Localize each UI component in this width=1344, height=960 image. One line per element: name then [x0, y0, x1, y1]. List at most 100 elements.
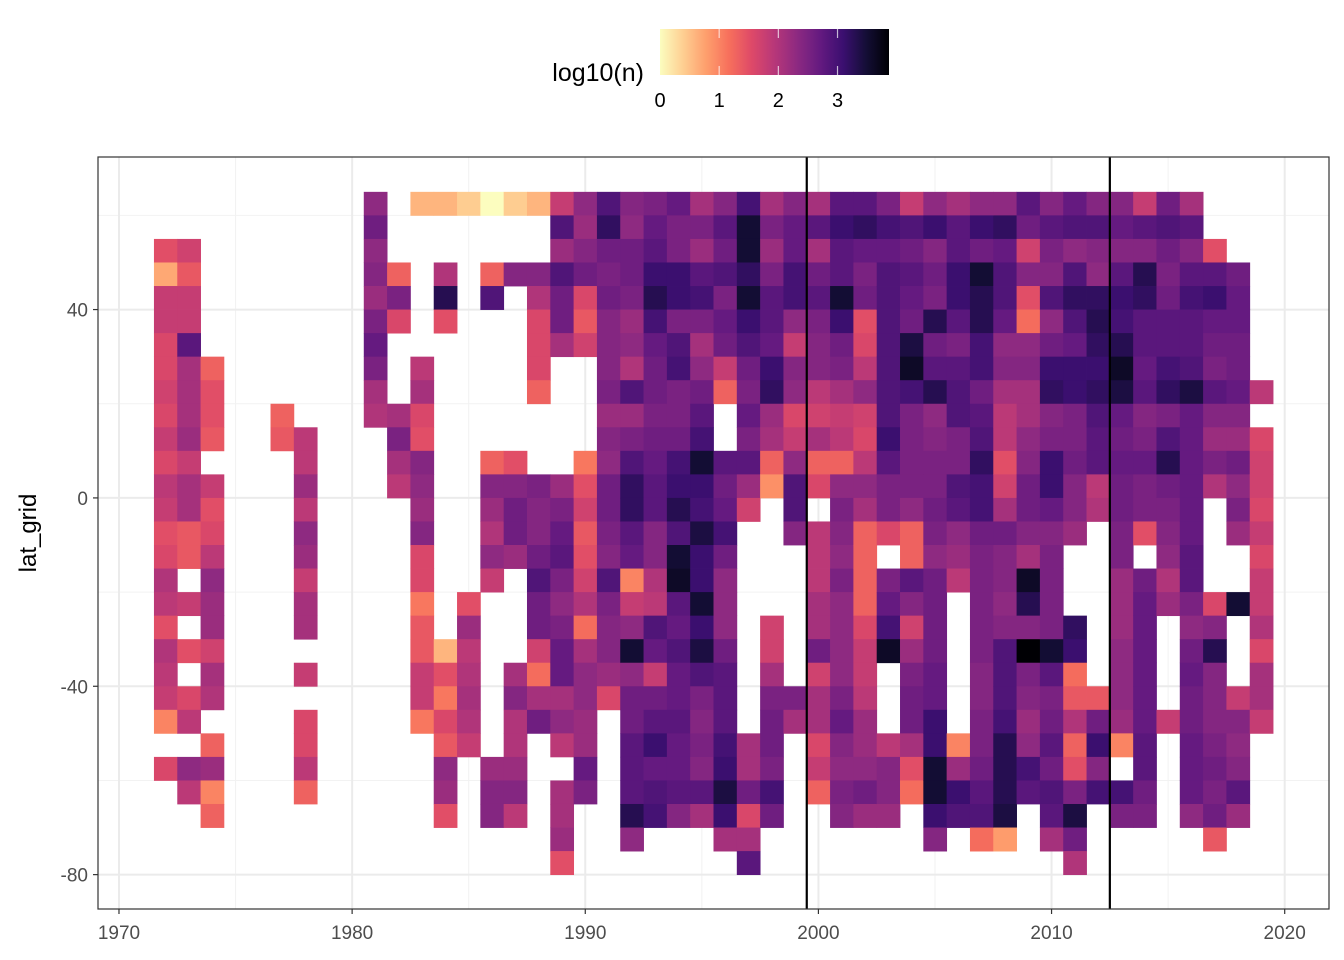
heatmap-cell	[200, 756, 225, 781]
heatmap-cell	[900, 545, 924, 569]
heatmap-cell	[1249, 474, 1274, 499]
heatmap-cell	[713, 309, 738, 334]
heatmap-cell	[573, 450, 598, 475]
heatmap-cell	[830, 568, 854, 593]
heatmap-cell	[1203, 262, 1227, 287]
heatmap-cell	[690, 356, 714, 381]
heatmap-cell	[1249, 427, 1274, 452]
heatmap-cell	[550, 191, 575, 216]
heatmap-cell	[1109, 568, 1134, 593]
heatmap-cell	[1063, 380, 1087, 405]
heatmap-cell	[853, 309, 878, 334]
heatmap-cell	[200, 780, 225, 805]
heatmap-cell	[480, 521, 505, 546]
heatmap-cell	[410, 615, 435, 640]
heatmap-cell	[1133, 450, 1157, 475]
heatmap-cell	[480, 756, 505, 781]
heatmap-cell	[666, 615, 691, 640]
heatmap-cell	[1063, 474, 1087, 499]
heatmap-cell	[526, 333, 551, 358]
heatmap-cell	[293, 592, 318, 617]
heatmap-cell	[969, 639, 994, 664]
heatmap-cell	[760, 615, 784, 640]
heatmap-cell	[620, 568, 644, 593]
heatmap-cell	[1016, 191, 1041, 216]
heatmap-cell	[830, 803, 854, 828]
heatmap-cell	[1133, 780, 1157, 805]
heatmap-cell	[690, 427, 714, 452]
heatmap-cell	[900, 286, 924, 310]
heatmap-cell	[620, 662, 644, 687]
heatmap-cell	[620, 592, 644, 617]
heatmap-cell	[1179, 191, 1204, 216]
heatmap-cell	[923, 215, 948, 240]
heatmap-cell	[760, 286, 784, 310]
heatmap-cell	[1086, 286, 1111, 310]
heatmap-cell	[153, 403, 178, 428]
heatmap-cell	[806, 686, 831, 711]
heatmap-cell	[643, 780, 668, 805]
heatmap-cell	[1179, 286, 1204, 310]
heatmap-cell	[526, 709, 551, 734]
heatmap-cell	[690, 309, 714, 334]
heatmap-cell	[643, 803, 668, 828]
heatmap-cell	[1063, 215, 1087, 240]
heatmap-cell	[900, 356, 924, 381]
heatmap-cell	[503, 262, 528, 287]
heatmap-cell	[806, 450, 831, 475]
heatmap-cell	[503, 450, 528, 475]
heatmap-cell	[1086, 403, 1111, 428]
heatmap-cell	[993, 686, 1017, 711]
heatmap-cell	[1203, 615, 1227, 640]
heatmap-cell	[783, 686, 808, 711]
heatmap-cell	[783, 238, 808, 263]
heatmap-cell	[620, 686, 644, 711]
heatmap-cell	[713, 709, 738, 734]
heatmap-cell	[783, 333, 808, 358]
heatmap-cell	[433, 286, 458, 310]
heatmap-cell	[1086, 780, 1111, 805]
heatmap-cell	[993, 733, 1017, 758]
heatmap-cell	[690, 215, 714, 240]
heatmap-cell	[993, 427, 1017, 452]
heatmap-cell	[1063, 803, 1087, 828]
heatmap-cell	[760, 356, 784, 381]
heatmap-cell	[1063, 191, 1087, 216]
heatmap-cell	[177, 756, 201, 781]
heatmap-cell	[1016, 286, 1041, 310]
heatmap-cell	[1133, 191, 1157, 216]
heatmap-cell	[876, 497, 901, 522]
heatmap-cell	[293, 615, 318, 640]
heatmap-cell	[806, 639, 831, 664]
heatmap-cell	[1226, 733, 1251, 758]
heatmap-cell	[876, 309, 901, 334]
heatmap-cell	[690, 756, 714, 781]
heatmap-cell	[1156, 497, 1181, 522]
heatmap-cell	[760, 380, 784, 405]
heatmap-cell	[969, 450, 994, 475]
heatmap-cell	[993, 756, 1017, 781]
heatmap-cell	[1086, 450, 1111, 475]
heatmap-cell	[1016, 215, 1041, 240]
heatmap-cell	[666, 592, 691, 617]
heatmap-cell	[550, 827, 575, 852]
heatmap-cell	[1063, 286, 1087, 310]
heatmap-cell	[643, 662, 668, 687]
heatmap-cell	[1249, 615, 1274, 640]
heatmap-cell	[596, 356, 621, 381]
heatmap-cell	[1016, 568, 1041, 593]
heatmap-cell	[573, 215, 598, 240]
heatmap-cell	[760, 191, 784, 216]
heatmap-cell	[783, 215, 808, 240]
heatmap-cell	[387, 309, 411, 334]
heatmap-cell	[900, 780, 924, 805]
heatmap-cell	[1063, 639, 1087, 664]
heatmap-cell	[923, 615, 948, 640]
heatmap-cell	[993, 662, 1017, 687]
heatmap-cell	[876, 639, 901, 664]
heatmap-cell	[1226, 592, 1251, 617]
heatmap-cell	[1063, 238, 1087, 263]
heatmap-cell	[1226, 427, 1251, 452]
heatmap-cell	[550, 639, 575, 664]
heatmap-cell	[550, 615, 575, 640]
